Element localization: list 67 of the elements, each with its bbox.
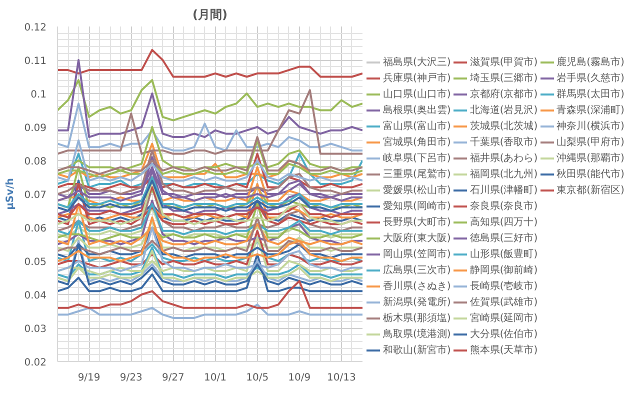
x-tick-label: 9/23 bbox=[120, 372, 142, 384]
y-tick-label: 0.09 bbox=[24, 123, 46, 134]
y-tick-label: 0.07 bbox=[24, 190, 46, 201]
legend-label: 鳥取県(境港測) bbox=[383, 328, 451, 341]
legend-label: 愛媛県(松山市) bbox=[383, 184, 451, 197]
legend-label: 千葉県(香取市) bbox=[470, 136, 538, 149]
legend-label: 静岡県(御前崎) bbox=[470, 264, 538, 277]
y-tick-label: 0.1 bbox=[30, 90, 47, 100]
legend-label: 愛知県(岡崎市) bbox=[383, 200, 451, 213]
legend-label: 滋賀県(甲賀市) bbox=[470, 56, 538, 69]
legend-label: 長野県(大町市) bbox=[383, 216, 451, 229]
legend-label: 北海道(岩見沢) bbox=[470, 104, 538, 117]
legend-label: 新潟県(発電所) bbox=[383, 296, 451, 309]
y-tick-label: 0.12 bbox=[24, 22, 46, 34]
legend-label: 埼玉県(三郷市) bbox=[470, 72, 538, 85]
legend-label: 岐阜県(下呂市) bbox=[383, 152, 451, 165]
legend-label: 徳島県(三好市) bbox=[470, 232, 538, 245]
y-tick-label: 0.04 bbox=[24, 290, 46, 302]
legend-label: 高知県(四万十) bbox=[470, 216, 538, 229]
legend-label: 栃木県(那須塩) bbox=[383, 312, 451, 325]
legend-label: 青森県(深浦町) bbox=[556, 104, 624, 117]
legend-label: 茨城県(北茨城) bbox=[470, 120, 538, 133]
x-tick-label: 10/1 bbox=[204, 372, 226, 384]
legend-label: 福井県(あわら) bbox=[470, 152, 538, 165]
legend-label: 宮城県(角田市) bbox=[383, 136, 451, 149]
legend-label: 山梨県(甲府市) bbox=[556, 136, 624, 149]
legend-label: 石川県(津幡町) bbox=[470, 184, 538, 197]
legend-label: 富山県(富山市) bbox=[383, 120, 451, 133]
y-tick-label: 0.02 bbox=[24, 358, 46, 368]
legend-label: 兵庫県(神戸市) bbox=[383, 72, 451, 85]
legend-label: 鹿児島(霧島市) bbox=[556, 56, 624, 69]
legend-label: 香川県(さぬき) bbox=[383, 280, 451, 293]
x-tick-label: 10/13 bbox=[327, 372, 356, 384]
legend-label: 群馬県(太田市) bbox=[556, 88, 624, 101]
legend-label: 佐賀県(武雄市) bbox=[470, 296, 538, 309]
x-tick-label: 10/5 bbox=[246, 372, 269, 384]
legend-label: 長崎県(壱岐市) bbox=[470, 280, 538, 293]
legend-label: 熊本県(天草市) bbox=[470, 344, 538, 357]
legend-label: 大阪府(東大阪) bbox=[383, 232, 451, 245]
legend-label: 和歌山(新宮市) bbox=[383, 344, 451, 357]
y-axis-title: μSv/h bbox=[5, 178, 16, 210]
legend-label: 東京都(新宿区) bbox=[556, 184, 624, 197]
x-tick-label: 9/19 bbox=[78, 372, 100, 384]
legend-label: 山口県(山口市) bbox=[383, 88, 451, 101]
legend-label: 三重県(尾鷲市) bbox=[383, 168, 451, 181]
legend-label: 岡山県(笠岡市) bbox=[383, 248, 451, 261]
legend-label: 沖縄県(那覇市) bbox=[556, 152, 624, 165]
y-tick-label: 0.11 bbox=[24, 56, 46, 67]
legend-label: 岩手県(久慈市) bbox=[556, 72, 624, 85]
legend-label: 秋田県(能代市) bbox=[556, 168, 624, 181]
y-tick-label: 0.06 bbox=[24, 224, 46, 234]
legend-label: 奈良県(奈良市) bbox=[470, 200, 538, 213]
legend-label: 山形県(飯豊町) bbox=[470, 248, 538, 261]
y-tick-label: 0.03 bbox=[24, 324, 46, 335]
legend-label: 大分県(佐伯市) bbox=[470, 328, 538, 341]
legend-label: 広島県(三次市) bbox=[383, 264, 451, 277]
y-tick-label: 0.05 bbox=[24, 257, 46, 268]
legend-label: 福島県(大沢三) bbox=[383, 56, 451, 69]
legend-label: 神奈川(横浜市) bbox=[556, 120, 624, 133]
x-tick-label: 10/9 bbox=[288, 372, 311, 384]
legend-label: 宮崎県(延岡市) bbox=[470, 312, 538, 325]
legend-label: 島根県(奥出雲) bbox=[383, 104, 451, 117]
legend-label: 福岡県(北九州) bbox=[470, 168, 538, 181]
chart-title: (月間) bbox=[192, 8, 228, 22]
y-tick-label: 0.08 bbox=[24, 156, 46, 168]
x-tick-label: 9/27 bbox=[162, 372, 184, 384]
legend-label: 京都府(京都市) bbox=[470, 88, 538, 101]
